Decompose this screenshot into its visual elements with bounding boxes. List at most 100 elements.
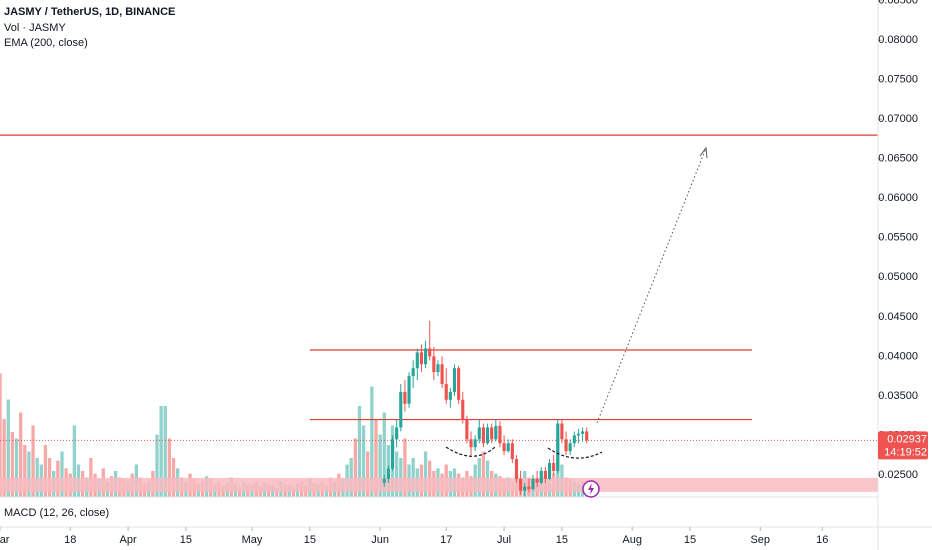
volume-bar xyxy=(370,386,374,497)
candle-body xyxy=(440,364,444,385)
last-price-label: 0.02937 xyxy=(887,433,927,445)
volume-bar xyxy=(60,451,64,497)
volume-bar xyxy=(275,487,279,497)
y-tick-label: 0.08500 xyxy=(878,0,918,7)
candle-body xyxy=(581,431,585,434)
volume-bar xyxy=(366,451,370,497)
volume-bar xyxy=(403,438,407,497)
volume-bar xyxy=(10,432,15,497)
candle-body xyxy=(424,348,428,365)
candle-body xyxy=(403,391,407,404)
candle-body xyxy=(390,439,395,469)
candle-body xyxy=(485,427,490,444)
candle-body xyxy=(543,470,547,479)
indicator-label: EMA (200, close) xyxy=(4,37,88,49)
volume-bar xyxy=(399,458,403,497)
volume-bar xyxy=(423,451,428,497)
volume-bar xyxy=(167,438,172,497)
x-tick-label: Sep xyxy=(750,534,770,546)
volume-bar xyxy=(72,425,77,497)
candle-body xyxy=(510,443,514,460)
support-zone xyxy=(0,477,878,492)
y-tick-label: 0.07500 xyxy=(878,74,918,86)
volume-bar xyxy=(35,458,39,497)
candle-body xyxy=(411,368,415,377)
candle-body xyxy=(419,352,424,365)
x-tick-label: May xyxy=(242,534,263,546)
y-tick-label: 0.04000 xyxy=(878,350,918,362)
volume-bar xyxy=(374,419,378,497)
volume-bar xyxy=(6,399,10,497)
candle-body xyxy=(564,439,568,452)
volume-bar xyxy=(378,434,382,497)
candle-body xyxy=(461,399,465,420)
candle-body xyxy=(415,352,419,369)
candle-body xyxy=(473,439,477,448)
x-tick-label: Jul xyxy=(497,534,511,546)
candle-body xyxy=(481,427,485,444)
volume-bar xyxy=(23,445,27,497)
x-tick-label: 15 xyxy=(684,534,696,546)
candle-body xyxy=(444,384,448,400)
volume-bar xyxy=(411,458,415,497)
candle-body xyxy=(585,431,589,441)
symbol-title: JASMY / TetherUS, 1D, BINANCE xyxy=(4,6,175,18)
volume-bar xyxy=(349,458,353,497)
candle-body xyxy=(531,478,535,490)
candle-body xyxy=(506,443,510,452)
y-tick-label: 0.02500 xyxy=(878,469,918,481)
volume-bar xyxy=(2,419,6,497)
candle-body xyxy=(576,433,581,436)
x-tick-label: Jun xyxy=(371,534,389,546)
y-tick-label: 0.03500 xyxy=(878,390,918,402)
volume-bar xyxy=(14,438,19,497)
y-tick-label: 0.08000 xyxy=(878,34,918,46)
volume-bar xyxy=(27,451,31,497)
volume-bar xyxy=(353,438,357,497)
pattern-arc xyxy=(547,447,603,459)
candle-body xyxy=(448,391,452,400)
alert-bolt[interactable] xyxy=(588,483,594,495)
candle-body xyxy=(552,463,556,471)
pattern-arc xyxy=(445,445,497,457)
plot-area xyxy=(0,134,878,497)
candle-body xyxy=(386,468,390,479)
volume-bar xyxy=(43,445,48,497)
candle-body xyxy=(477,427,481,440)
candle-body xyxy=(498,425,502,444)
volume-bar xyxy=(47,458,52,497)
candle-body xyxy=(547,463,552,479)
y-tick-label: 0.06000 xyxy=(878,192,918,204)
candle-body xyxy=(502,443,506,452)
y-tick-label: 0.05000 xyxy=(878,271,918,283)
indicator-label: Vol · JASMY xyxy=(4,22,66,34)
volume-bar xyxy=(394,451,399,497)
volume-bar xyxy=(171,458,176,497)
volume-bar xyxy=(0,373,2,497)
volume-bar xyxy=(31,425,35,497)
candle-body xyxy=(382,478,386,483)
candle-body xyxy=(560,423,564,440)
volume-bar xyxy=(159,406,163,497)
candle-body xyxy=(457,368,461,400)
volume-bar xyxy=(19,412,23,497)
volume-bar xyxy=(163,406,167,497)
volume-bar xyxy=(155,434,159,497)
volume-bar xyxy=(357,406,362,497)
countdown-label: 14:19:52 xyxy=(884,446,927,458)
volume-bar xyxy=(477,458,481,497)
candle-body xyxy=(469,439,473,448)
candle-body xyxy=(465,419,469,440)
alert-icon[interactable] xyxy=(582,480,600,498)
x-tick-label: Mar xyxy=(0,534,10,546)
x-tick-label: 18 xyxy=(64,534,76,546)
volume-bar xyxy=(89,458,93,497)
candle-body xyxy=(436,364,440,373)
candle-body xyxy=(568,443,572,452)
y-tick-label: 0.06500 xyxy=(878,153,918,165)
candle-body xyxy=(395,427,399,440)
x-tick-label: 15 xyxy=(304,534,316,546)
x-tick-label: 17 xyxy=(440,534,452,546)
